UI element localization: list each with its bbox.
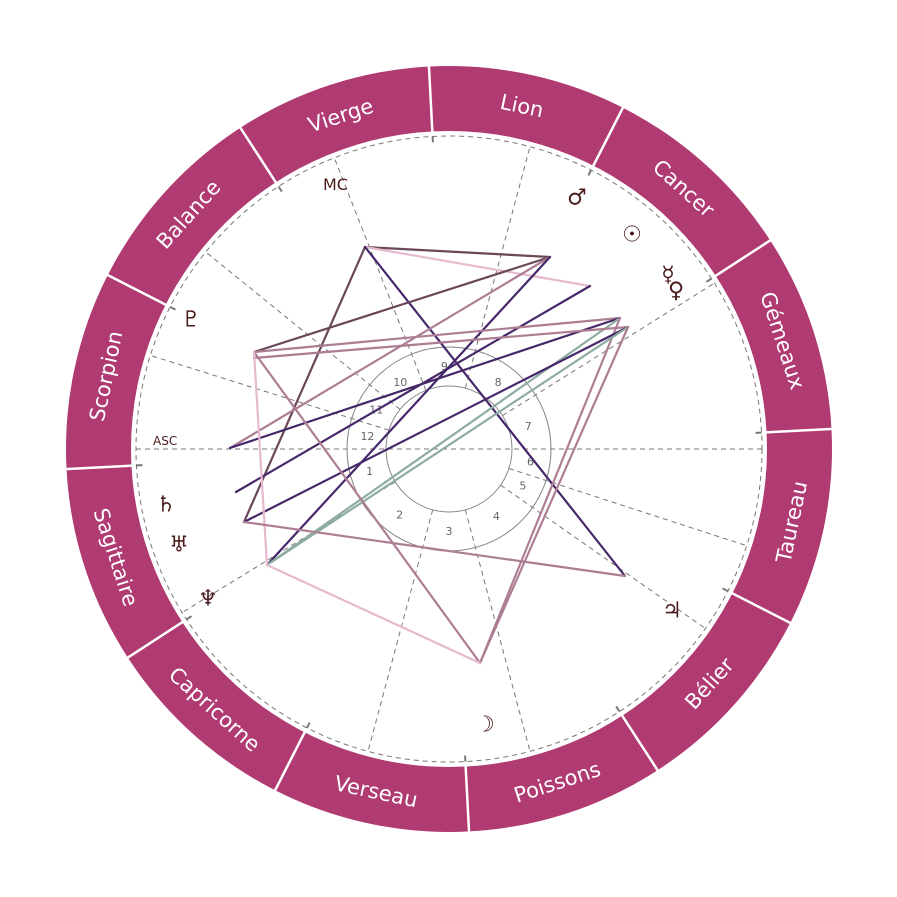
angle-labels: ASC MC bbox=[153, 175, 348, 448]
uranus-icon: ♅ bbox=[169, 533, 189, 558]
aspect-line bbox=[228, 255, 552, 450]
saturn-icon: ♄ bbox=[156, 493, 176, 518]
house-number-1: 1 bbox=[366, 465, 373, 478]
aspect-line bbox=[242, 325, 630, 524]
aspect-line bbox=[478, 316, 622, 665]
house-number-7: 7 bbox=[525, 420, 532, 433]
moon-icon: ☽ bbox=[475, 713, 495, 738]
sign-divider bbox=[273, 730, 307, 792]
aspect-lines bbox=[228, 245, 630, 665]
house-number-3: 3 bbox=[446, 525, 453, 538]
sign-tick bbox=[722, 587, 729, 592]
aspect-line bbox=[363, 245, 627, 578]
house-ring-inner bbox=[385, 385, 513, 513]
mc-label: MC bbox=[323, 175, 348, 194]
zodiac-ring-band bbox=[66, 66, 832, 832]
house-cusp-12 bbox=[150, 354, 390, 431]
sign-divider bbox=[106, 273, 168, 307]
mars-icon: ♂ bbox=[567, 186, 587, 211]
sign-divider bbox=[126, 620, 184, 660]
jupiter-icon: ♃ bbox=[662, 599, 682, 624]
sign-divider bbox=[765, 427, 833, 434]
sign-divider bbox=[730, 591, 792, 625]
aspect-line bbox=[363, 245, 592, 288]
house-number-4: 4 bbox=[493, 510, 500, 523]
aspect-line bbox=[228, 316, 622, 450]
sign-tick bbox=[185, 615, 193, 621]
sign-divider bbox=[65, 464, 133, 471]
asc-label: ASC bbox=[153, 434, 177, 448]
sign-tick bbox=[615, 705, 621, 713]
sign-tick bbox=[277, 185, 283, 193]
aspect-line bbox=[478, 325, 630, 665]
mercury-icon: ☿ bbox=[661, 263, 675, 288]
house-cusp-3 bbox=[367, 509, 434, 752]
pluto-icon: ♇ bbox=[181, 308, 201, 333]
house-cusp-4 bbox=[464, 509, 531, 752]
house-cusp-11 bbox=[205, 251, 401, 410]
aspect-line bbox=[242, 520, 627, 578]
sign-tick bbox=[169, 306, 176, 311]
aspect-line bbox=[234, 284, 592, 494]
aspect-line bbox=[252, 325, 630, 360]
house-cusp-8 bbox=[502, 282, 715, 417]
house-number-9: 9 bbox=[441, 360, 448, 373]
house-cusp-lines bbox=[136, 146, 762, 752]
sign-divider bbox=[427, 65, 434, 133]
sign-tick bbox=[705, 277, 713, 283]
planet-glyphs: ♂ ☉ ☿♀ ♇ ♄ ♅ ♆ ♃ ☽ bbox=[156, 186, 684, 738]
sign-divider bbox=[238, 126, 278, 184]
sign-divider bbox=[620, 714, 660, 772]
zodiac-sign-labels: GémeauxCancerLionViergeBalanceScorpionSa… bbox=[85, 90, 812, 812]
aspect-line bbox=[265, 325, 630, 567]
house-cusp-9 bbox=[464, 146, 531, 389]
house-cusp-2 bbox=[181, 481, 396, 613]
house-cusp-5 bbox=[500, 484, 706, 629]
house-cusp-10 bbox=[333, 157, 427, 391]
aspect-line bbox=[363, 245, 552, 259]
aspect-line bbox=[265, 563, 482, 665]
sun-icon: ☉ bbox=[622, 223, 642, 248]
aspect-line bbox=[265, 316, 622, 567]
aspect-line bbox=[252, 350, 482, 665]
venus-icon: ♀ bbox=[668, 279, 684, 304]
sign-divider bbox=[591, 106, 625, 168]
house-cusp-6 bbox=[508, 467, 747, 547]
house-number-2: 2 bbox=[396, 509, 403, 522]
aspect-line bbox=[252, 255, 552, 354]
neptune-icon: ♆ bbox=[198, 587, 218, 612]
house-number-5: 5 bbox=[519, 479, 526, 492]
house-number-12: 12 bbox=[360, 430, 374, 443]
house-number-8: 8 bbox=[495, 376, 502, 389]
house-number-10: 10 bbox=[393, 376, 407, 389]
aspect-line bbox=[265, 255, 552, 567]
aspect-line bbox=[252, 350, 269, 567]
sign-divider bbox=[464, 765, 471, 833]
house-number-6: 6 bbox=[527, 455, 534, 468]
sign-tick bbox=[306, 722, 311, 729]
zodiac-ring bbox=[65, 65, 833, 833]
sign-tick bbox=[587, 169, 592, 176]
aspect-line bbox=[252, 316, 622, 354]
sign-divider bbox=[714, 238, 772, 278]
